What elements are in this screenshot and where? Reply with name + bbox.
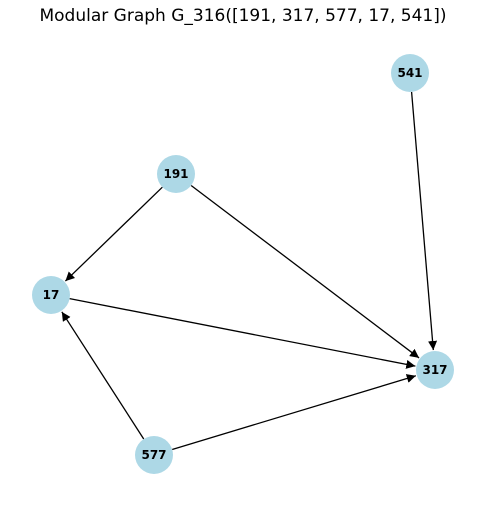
node-317: 317 — [416, 351, 454, 389]
node-circle-577 — [135, 436, 173, 474]
edge-191-to-317 — [190, 184, 420, 359]
node-541: 541 — [391, 54, 429, 92]
node-label-17: 17 — [43, 288, 60, 302]
node-577: 577 — [135, 436, 173, 474]
node-label-191: 191 — [163, 167, 188, 181]
node-circle-541 — [391, 54, 429, 92]
node-191: 191 — [157, 155, 195, 193]
node-circle-191 — [157, 155, 195, 193]
node-label-577: 577 — [141, 448, 166, 462]
edge-17-to-317 — [69, 298, 416, 369]
nodes-layer: 541 191 17 317 577 — [32, 54, 454, 474]
edge-541-to-317 — [410, 91, 438, 351]
node-label-317: 317 — [422, 363, 447, 377]
edge-577-to-317 — [171, 374, 417, 451]
edge-191-to-17 — [64, 186, 163, 282]
edges-layer — [61, 91, 438, 451]
node-circle-317 — [416, 351, 454, 389]
edge-577-to-17 — [61, 311, 145, 440]
node-label-541: 541 — [397, 66, 422, 80]
node-circle-17 — [32, 276, 70, 314]
graph-title: Modular Graph G_316([191, 317, 577, 17, … — [39, 6, 447, 26]
node-17: 17 — [32, 276, 70, 314]
